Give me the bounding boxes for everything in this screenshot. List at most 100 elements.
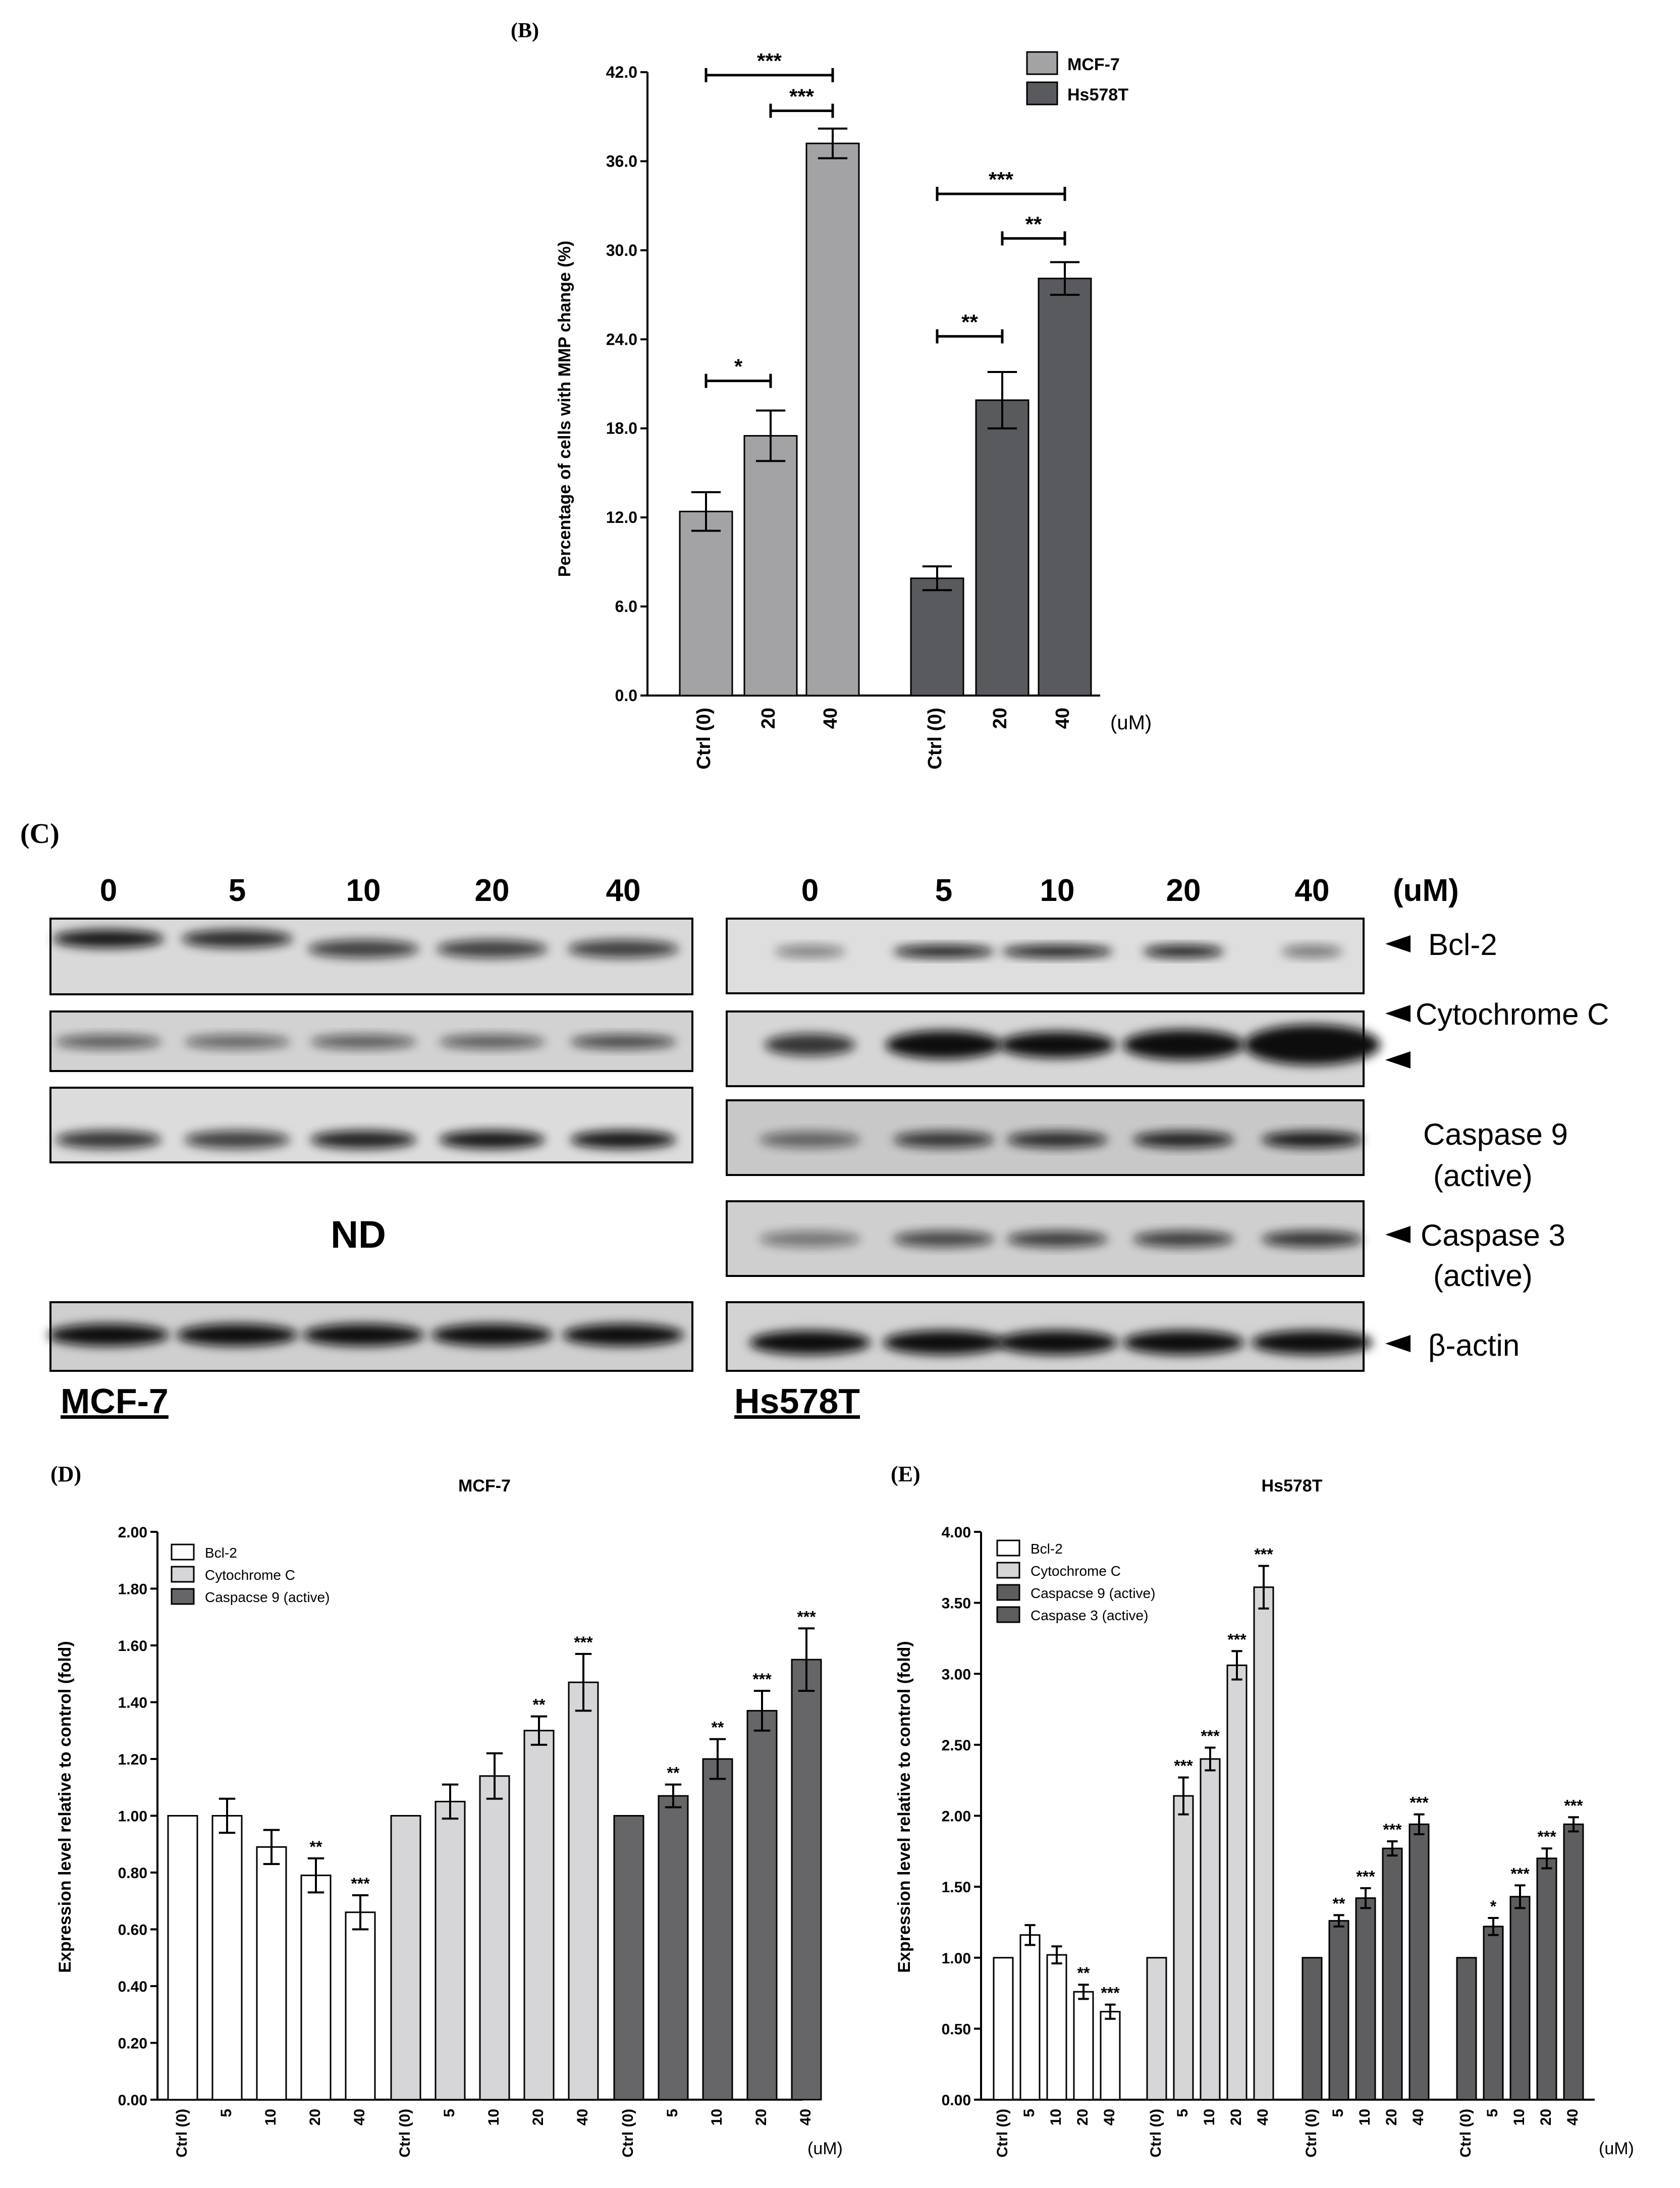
significance-label: *** — [1201, 1727, 1220, 1745]
significance-label: *** — [351, 1875, 370, 1893]
significance-label: *** — [1537, 1828, 1556, 1846]
legend-label: Caspase 3 (active) — [1031, 1608, 1148, 1623]
hs578t-caspase9-band — [1133, 1132, 1234, 1148]
hs578t-cytochrome-band — [999, 1032, 1115, 1058]
x-tick-label: 20 — [1538, 2109, 1554, 2125]
x-tick-label: 10 — [1511, 2109, 1528, 2125]
legend-swatch — [1026, 51, 1058, 75]
legend-label: Hs578T — [1067, 85, 1128, 104]
bar — [1038, 278, 1092, 697]
y-tick-label: 42.0 — [606, 63, 637, 81]
hs578t-actin-band — [749, 1330, 871, 1355]
dose-label-hs578t: 10 — [1040, 873, 1075, 908]
significance-label: * — [1490, 1897, 1497, 1915]
mcf7-caspase9-blot — [49, 1087, 693, 1163]
significance-label: *** — [1101, 1984, 1120, 2002]
mcf7-bcl2-band — [308, 940, 419, 958]
panel-d-title: MCF-7 — [458, 1476, 511, 1496]
hs578t-bcl2-band — [1282, 945, 1342, 957]
significance-label: ** — [712, 1719, 724, 1737]
bar — [300, 1875, 332, 2101]
y-tick-label: 0.40 — [118, 1979, 147, 1995]
y-tick-label: 0.00 — [942, 2092, 971, 2109]
x-tick-label: 40 — [1101, 2109, 1118, 2125]
bar — [1456, 1957, 1477, 2101]
band-label-beta-actin: β-actin — [1428, 1328, 1520, 1362]
significance-label: ** — [1333, 1894, 1345, 1912]
bar — [1173, 1795, 1194, 2101]
x-tick-label: 20 — [307, 2109, 323, 2125]
significance-label: ** — [533, 1696, 546, 1714]
x-tick-label: 10 — [709, 2109, 725, 2125]
panel-b-ylabel: Percentage of cells with MMP change (%) — [555, 241, 574, 577]
y-tick-label: 0.00 — [118, 2092, 147, 2109]
bar — [1483, 1926, 1504, 2101]
not-detected-label: ND — [331, 1213, 386, 1256]
legend-label: Bcl-2 — [205, 1545, 237, 1561]
y-tick-label: 0.60 — [118, 1922, 147, 1939]
bar — [1509, 1896, 1531, 2101]
x-tick-label: 20 — [1383, 2109, 1400, 2125]
y-tick-label: 30.0 — [606, 241, 637, 259]
y-tick-label: 1.60 — [118, 1638, 147, 1655]
x-tick-label: 20 — [758, 708, 779, 729]
x-tick-label: 10 — [1048, 2109, 1064, 2125]
hs578t-actin-band — [883, 1330, 1004, 1355]
dose-label-hs578t: 40 — [1295, 873, 1330, 908]
y-tick-label: 0.80 — [118, 1865, 147, 1882]
legend-swatch — [171, 1543, 195, 1561]
mcf7-bcl2-band — [568, 940, 679, 958]
mcf7-expression-chart: 0.00 0.20 0.40 0.60 0.80 1.00 1.20 1.40 1.60 1.80… — [118, 1524, 822, 2158]
mcf7-cytochrome-band — [56, 1035, 161, 1049]
y-tick-label: 12.0 — [606, 508, 637, 526]
mcf7-caspase9-band — [184, 1131, 290, 1149]
x-tick-label: 5 — [1330, 2109, 1346, 2117]
y-tick-label: 1.50 — [942, 1879, 971, 1896]
dose-label-mcf7: 5 — [229, 873, 246, 908]
panel-e-title: Hs578T — [1262, 1476, 1323, 1496]
x-tick-label: 10 — [262, 2109, 279, 2125]
panel-e-unit: (uM) — [1599, 2139, 1634, 2158]
mcf7-caspase9-band — [570, 1131, 676, 1149]
mcf7-actin-band — [177, 1324, 298, 1346]
significance-label: *** — [757, 49, 782, 73]
x-tick-label: Ctrl (0) — [174, 2109, 190, 2158]
x-tick-label: Ctrl (0) — [693, 708, 715, 769]
hs578t-bcl2-band — [1143, 945, 1224, 957]
x-tick-label: Ctrl (0) — [1303, 2109, 1320, 2158]
legend-label: Bcl-2 — [1031, 1541, 1063, 1557]
bar — [345, 1911, 376, 2101]
hs578t-bcl2-band — [1002, 945, 1113, 957]
legend-swatch — [996, 1562, 1020, 1579]
hs578t-bcl2-band — [893, 945, 994, 957]
legend-swatch — [996, 1539, 1020, 1557]
y-tick-label: 3.00 — [942, 1666, 971, 1683]
hs578t-cytochrome-band — [1244, 1025, 1380, 1065]
band-label-caspase9: Caspase 9 — [1423, 1117, 1568, 1151]
y-tick-label: 2.50 — [942, 1737, 971, 1754]
y-tick-label: 1.40 — [118, 1695, 147, 1712]
hs578t-cytochrome-band — [1123, 1030, 1244, 1060]
band-label-caspase3-active: (active) — [1433, 1259, 1533, 1293]
bar — [743, 435, 798, 697]
mcf7-bcl2-band — [182, 930, 293, 948]
dose-label-hs578t: 5 — [935, 873, 952, 908]
significance-label: ** — [667, 1764, 680, 1782]
y-tick-label: 1.00 — [118, 1808, 147, 1825]
x-tick-label: 40 — [797, 2109, 814, 2125]
significance-label: *** — [1356, 1867, 1375, 1886]
hs578t-caspase9-band — [1007, 1132, 1108, 1148]
x-tick-label: 5 — [664, 2109, 681, 2117]
significance-label: *** — [1510, 1864, 1530, 1883]
significance-label: ** — [310, 1838, 322, 1856]
bar — [993, 1957, 1014, 2101]
bar — [568, 1681, 599, 2101]
significance-label: *** — [797, 1608, 816, 1626]
bar — [1302, 1957, 1323, 2101]
blot-unit: (uM) — [1393, 873, 1459, 908]
y-tick-label: 36.0 — [606, 152, 637, 170]
x-tick-label: 40 — [1410, 2109, 1427, 2125]
significance-label: *** — [1383, 1821, 1402, 1839]
panel-b-letter: (B) — [511, 19, 539, 42]
